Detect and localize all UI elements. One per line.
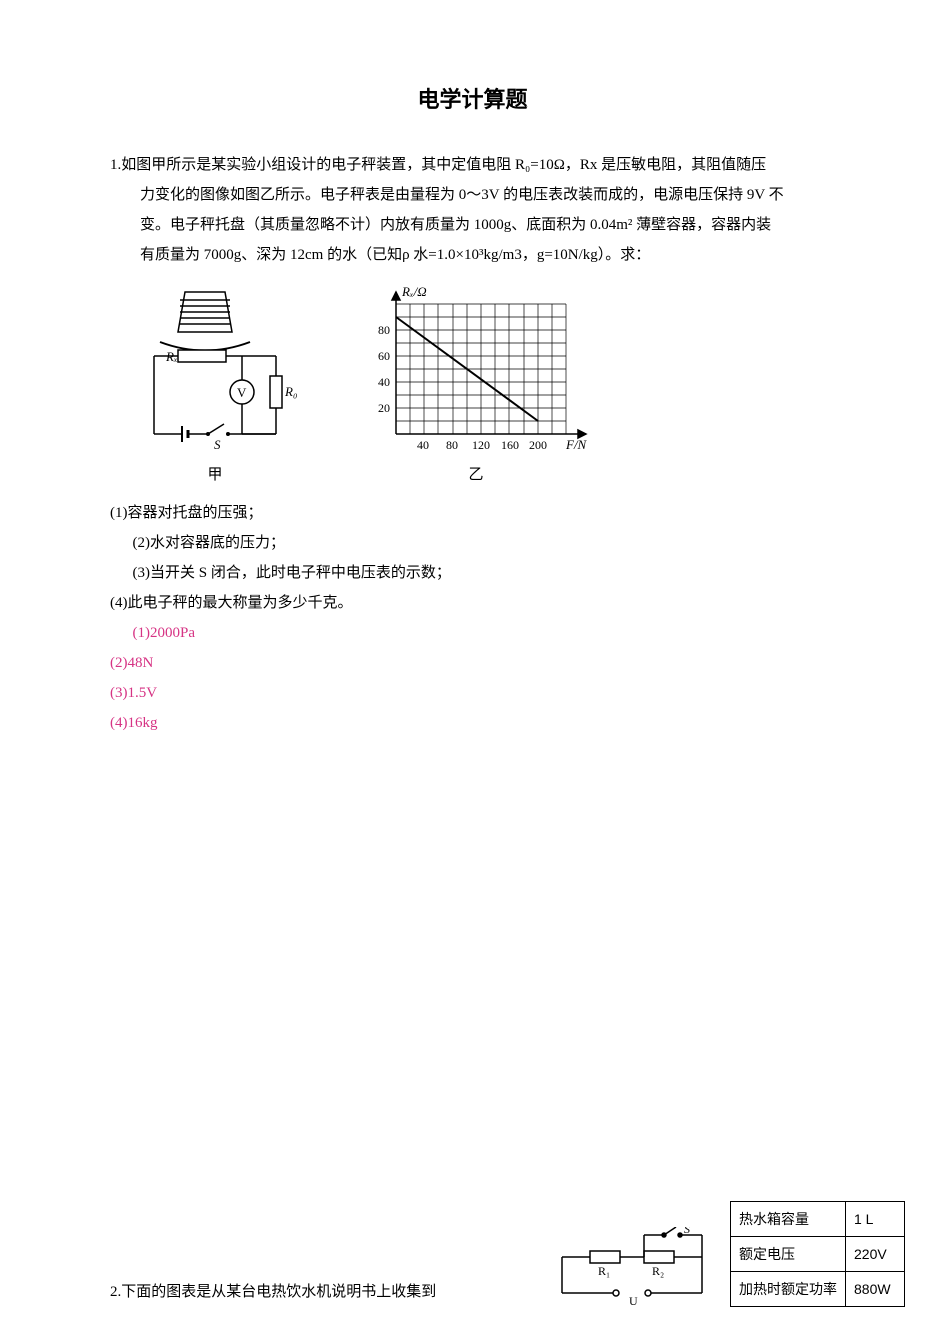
- xtick-120: 120: [472, 438, 490, 452]
- table-row: 加热时额定功率 880W: [731, 1272, 905, 1307]
- q2-text: 2.下面的图表是从某台电热饮水机说明书上收集到: [110, 1277, 436, 1307]
- q1-ans1: (1)2000Pa: [110, 618, 835, 648]
- heater-circuit-icon: R₁ R₂ S U: [552, 1227, 712, 1307]
- xtick-80: 80: [446, 438, 458, 452]
- q1-ans4: (4)16kg: [110, 708, 835, 738]
- ytick-40: 40: [378, 375, 390, 389]
- page: 电学计算题 1.如图甲所示是某实验小组设计的电子秤装置，其中定值电阻 R₀=10…: [0, 0, 945, 1337]
- q1-ans3: (3)1.5V: [110, 678, 835, 708]
- q1-line2: 力变化的图像如图乙所示。电子秤表是由量程为 0～3V 的电压表改装而成的，电源电…: [110, 180, 835, 210]
- question-2-row: 2.下面的图表是从某台电热饮水机说明书上收集到: [110, 1201, 905, 1307]
- y-axis-label: Rₓ/Ω: [401, 284, 427, 299]
- table-row: 额定电压 220V: [731, 1237, 905, 1272]
- s-label: S: [684, 1227, 690, 1236]
- q1-ans2: (2)48N: [110, 648, 835, 678]
- spec-value: 1 L: [846, 1202, 905, 1237]
- q1-sub3: (3)当开关 S 闭合，此时电子秤中电压表的示数；: [110, 558, 835, 588]
- question-1: 1.如图甲所示是某实验小组设计的电子秤装置，其中定值电阻 R₀=10Ω，Rx 是…: [110, 150, 835, 738]
- q1-line4: 有质量为 7000g、深为 12cm 的水（已知ρ 水=1.0×10³kg/m3…: [110, 240, 835, 270]
- table-row: 热水箱容量 1 L: [731, 1202, 905, 1237]
- xtick-40: 40: [417, 438, 429, 452]
- spec-value: 220V: [846, 1237, 905, 1272]
- xtick-160: 160: [501, 438, 519, 452]
- x-axis-label: F/N: [565, 437, 588, 452]
- spec-key: 额定电压: [731, 1237, 846, 1272]
- spec-value: 880W: [846, 1272, 905, 1307]
- switch-label: S: [214, 437, 221, 452]
- question-2: 2.下面的图表是从某台电热饮水机说明书上收集到: [110, 1277, 436, 1307]
- ytick-60: 60: [378, 349, 390, 363]
- figure-yi-label: 乙: [468, 460, 483, 490]
- rx-vs-f-chart: Rₓ/Ω F/N 20 40 60 80 40 80 120 160 200: [356, 284, 596, 454]
- figure-yi: Rₓ/Ω F/N 20 40 60 80 40 80 120 160 200: [356, 284, 596, 490]
- r0-label: R₀: [284, 384, 297, 399]
- circuit-diagram-icon: Rₓ R₀ V: [130, 284, 300, 454]
- xtick-200: 200: [529, 438, 547, 452]
- r2-label: R₂: [652, 1264, 664, 1278]
- q2-right: R₁ R₂ S U 热水箱容量 1 L 额定电压 220V 加热时额定功率 88…: [552, 1201, 905, 1307]
- ytick-80: 80: [378, 323, 390, 337]
- q1-line1: 1.如图甲所示是某实验小组设计的电子秤装置，其中定值电阻 R₀=10Ω，Rx 是…: [110, 150, 835, 180]
- q1-sub1: (1)容器对托盘的压强；: [110, 498, 835, 528]
- figure-jia-label: 甲: [207, 460, 222, 490]
- voltmeter-label: V: [237, 385, 247, 400]
- q1-line3: 变。电子秤托盘（其质量忽略不计）内放有质量为 1000g、底面积为 0.04m²…: [110, 210, 835, 240]
- r1-label: R₁: [598, 1264, 610, 1278]
- q1-sub4: (4)此电子秤的最大称量为多少千克。: [110, 588, 835, 618]
- q1-figures: Rₓ R₀ V: [130, 284, 835, 490]
- spec-key: 加热时额定功率: [731, 1272, 846, 1307]
- page-title: 电学计算题: [110, 78, 835, 122]
- spec-table: 热水箱容量 1 L 额定电压 220V 加热时额定功率 880W: [730, 1201, 905, 1307]
- spec-key: 热水箱容量: [731, 1202, 846, 1237]
- q1-sub2: (2)水对容器底的压力；: [110, 528, 835, 558]
- u-label: U: [629, 1294, 638, 1307]
- figure-jia: Rₓ R₀ V: [130, 284, 300, 490]
- ytick-20: 20: [378, 401, 390, 415]
